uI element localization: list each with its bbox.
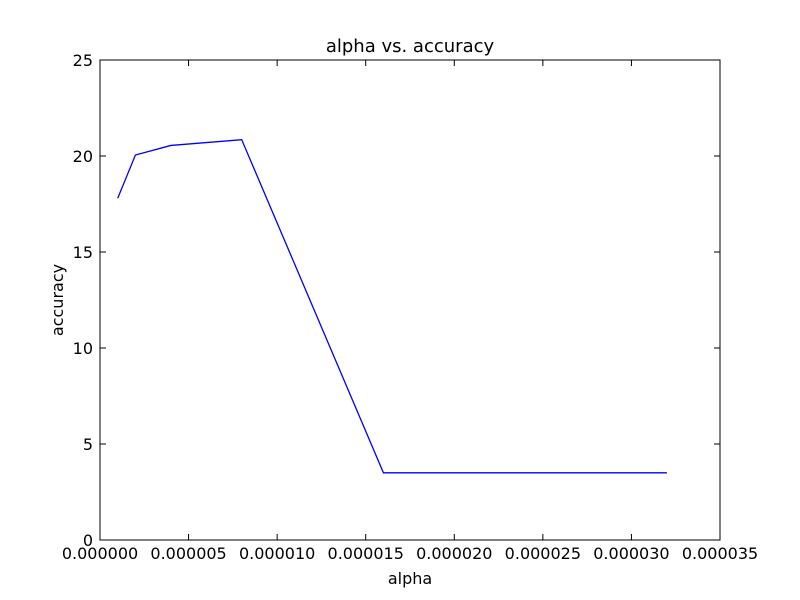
x-axis-label: alpha xyxy=(388,569,432,588)
x-tick-label: 0.000000 xyxy=(62,544,138,563)
x-tick-label: 0.000005 xyxy=(150,544,226,563)
x-tick-label: 0.000010 xyxy=(239,544,315,563)
y-axis-label: accuracy xyxy=(48,264,67,336)
plot-frame xyxy=(99,59,721,541)
y-tick-label: 5 xyxy=(83,435,93,454)
y-tick-label: 25 xyxy=(73,51,93,70)
plot-area: 0.000000 0.000005 0.000010 0.000015 0.000020… xyxy=(62,51,758,563)
x-tick-label: 0.000025 xyxy=(505,544,581,563)
y-tick-label: 10 xyxy=(73,339,93,358)
x-tick-label: 0.000015 xyxy=(328,544,404,563)
chart-title: alpha vs. accuracy xyxy=(326,36,495,57)
y-tick-label: 0 xyxy=(83,531,93,550)
series-line xyxy=(117,138,667,474)
y-tick-label: 20 xyxy=(73,147,93,166)
y-tick-label: 15 xyxy=(73,243,93,262)
x-tick-label: 0.000030 xyxy=(593,544,669,563)
x-tick-label: 0.000020 xyxy=(416,544,492,563)
x-tick-label: 0.000035 xyxy=(682,544,758,563)
